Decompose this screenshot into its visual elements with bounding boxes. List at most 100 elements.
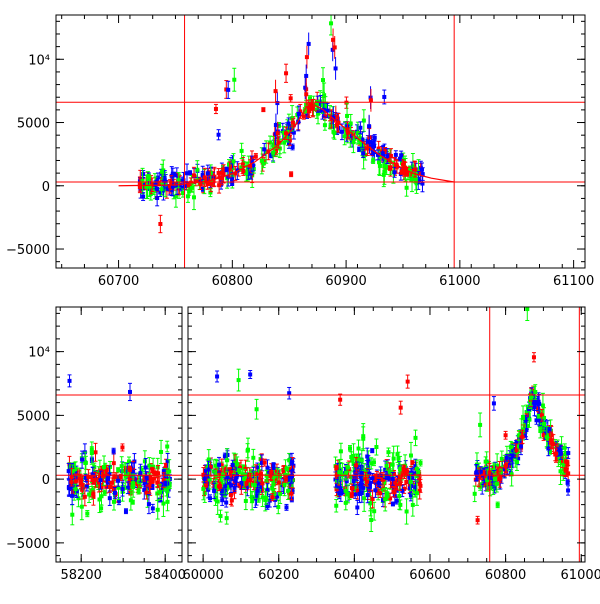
data-point [138, 471, 142, 475]
data-point [382, 173, 386, 177]
data-point [418, 484, 422, 488]
data-point [385, 154, 389, 158]
data-points [67, 375, 172, 525]
data-point [400, 170, 404, 174]
data-point [144, 465, 148, 469]
data-point [121, 487, 125, 491]
data-point [377, 160, 381, 164]
data-point [161, 502, 165, 506]
data-point [261, 108, 265, 112]
data-point [203, 175, 207, 179]
data-point [160, 187, 164, 191]
data-point [90, 451, 94, 455]
data-point [393, 170, 397, 174]
data-point [253, 483, 257, 487]
data-point [367, 124, 371, 128]
data-point [128, 467, 132, 471]
data-point [158, 222, 162, 226]
data-point [276, 131, 280, 135]
data-point [186, 194, 190, 198]
data-point [248, 372, 252, 376]
data-point [112, 461, 116, 465]
data-point [373, 136, 377, 140]
data-point [138, 183, 142, 187]
data-point [338, 398, 342, 402]
data-point [143, 459, 147, 463]
data-point [356, 458, 360, 462]
data-point [80, 483, 84, 487]
data-point [141, 172, 145, 176]
y-tick-label: 0 [42, 473, 50, 488]
data-point [229, 493, 233, 497]
data-point [404, 480, 408, 484]
data-point [362, 119, 366, 123]
data-point [377, 481, 381, 485]
data-point [99, 506, 103, 510]
data-point [339, 449, 343, 453]
data-point [85, 512, 89, 516]
data-point [334, 504, 338, 508]
data-point [394, 153, 398, 157]
data-point [350, 486, 354, 490]
data-point [331, 38, 335, 42]
y-tick-label: 5000 [17, 117, 50, 132]
data-point [263, 461, 267, 465]
data-point [131, 481, 135, 485]
data-point [233, 486, 237, 490]
x-tick-label: 61100 [553, 274, 594, 289]
data-point [334, 466, 338, 470]
data-point [163, 482, 167, 486]
y-tick-label: 10⁴ [28, 346, 50, 361]
data-point [70, 513, 74, 517]
data-point [185, 171, 189, 175]
data-point [374, 445, 378, 449]
data-point [274, 89, 278, 93]
data-point [409, 480, 413, 484]
data-point [363, 477, 367, 481]
data-point [368, 501, 372, 505]
data-point [397, 494, 401, 498]
data-point [112, 475, 116, 479]
data-point [386, 450, 390, 454]
data-point [322, 93, 326, 97]
data-point [360, 458, 364, 462]
data-point [415, 491, 419, 495]
data-points [333, 375, 422, 531]
data-point [396, 452, 400, 456]
data-point [354, 463, 358, 467]
data-point [254, 154, 258, 158]
data-point [165, 445, 169, 449]
data-point [217, 484, 221, 488]
data-point [145, 476, 149, 480]
data-points [473, 298, 571, 524]
data-point [67, 469, 71, 473]
data-point [357, 492, 361, 496]
data-point [340, 130, 344, 134]
data-point [103, 491, 107, 495]
data-point [305, 55, 309, 59]
data-point [271, 483, 275, 487]
data-point [244, 499, 248, 503]
data-point [190, 186, 194, 190]
data-point [223, 484, 227, 488]
data-point [165, 489, 169, 493]
data-point [246, 449, 250, 453]
data-point [219, 514, 223, 518]
data-point [241, 169, 245, 173]
data-point [264, 496, 268, 500]
data-point [405, 469, 409, 473]
data-point [373, 488, 377, 492]
data-point [231, 463, 235, 467]
data-point [370, 449, 374, 453]
data-point [255, 407, 259, 411]
data-point [419, 461, 423, 465]
data-point [113, 491, 117, 495]
data-point [420, 168, 424, 172]
x-tick-label: 58200 [61, 568, 102, 583]
data-point [413, 167, 417, 171]
data-point [401, 162, 405, 166]
data-point [94, 450, 98, 454]
data-point [332, 131, 336, 135]
data-point [284, 477, 288, 481]
